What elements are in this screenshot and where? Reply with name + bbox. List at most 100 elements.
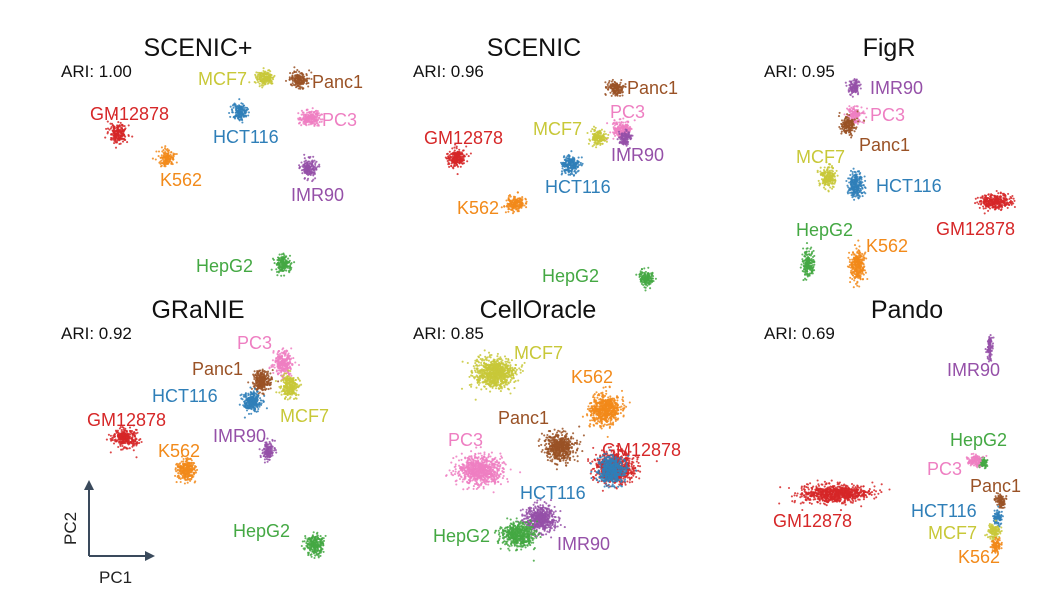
data-point bbox=[621, 94, 624, 97]
data-point bbox=[812, 265, 815, 268]
data-point bbox=[579, 163, 582, 166]
data-point bbox=[590, 130, 593, 133]
data-point bbox=[862, 254, 865, 257]
data-point bbox=[1002, 197, 1006, 200]
data-point bbox=[285, 349, 288, 352]
data-point bbox=[990, 202, 993, 205]
data-point bbox=[1013, 205, 1016, 209]
data-point bbox=[459, 157, 462, 160]
data-point bbox=[270, 268, 273, 271]
data-point bbox=[844, 125, 847, 128]
data-point bbox=[622, 85, 625, 88]
data-point bbox=[268, 75, 271, 78]
data-point bbox=[453, 149, 456, 152]
data-point bbox=[858, 81, 861, 84]
data-point bbox=[600, 128, 603, 131]
data-point bbox=[609, 91, 612, 94]
data-point bbox=[608, 86, 611, 89]
data-point bbox=[446, 159, 449, 163]
data-point bbox=[840, 130, 843, 133]
cluster-label: PC3 bbox=[610, 102, 645, 122]
data-point bbox=[310, 163, 313, 166]
data-point bbox=[312, 118, 315, 122]
cluster-hepg2 bbox=[270, 252, 296, 277]
data-point bbox=[119, 121, 122, 124]
data-point bbox=[605, 140, 608, 143]
data-point bbox=[563, 169, 566, 172]
data-point bbox=[275, 360, 278, 363]
data-point bbox=[119, 142, 122, 145]
data-point bbox=[612, 127, 615, 130]
data-point bbox=[303, 160, 306, 163]
data-point bbox=[310, 170, 313, 173]
data-point bbox=[299, 79, 302, 82]
data-point bbox=[270, 82, 273, 85]
data-point bbox=[620, 134, 623, 137]
data-point bbox=[244, 115, 248, 118]
data-point bbox=[1011, 194, 1014, 198]
data-point bbox=[297, 363, 301, 367]
data-point bbox=[603, 130, 606, 133]
data-point bbox=[862, 262, 865, 265]
data-point bbox=[840, 132, 843, 135]
data-point bbox=[114, 138, 117, 141]
data-point bbox=[242, 106, 245, 109]
data-point bbox=[292, 83, 295, 86]
data-point bbox=[306, 77, 309, 80]
data-point bbox=[845, 127, 848, 130]
data-point bbox=[856, 110, 859, 113]
data-point bbox=[308, 77, 311, 80]
data-point bbox=[301, 118, 304, 121]
data-point bbox=[993, 205, 997, 208]
data-point bbox=[281, 361, 284, 364]
data-point bbox=[982, 205, 985, 208]
data-point bbox=[170, 160, 173, 164]
data-point bbox=[302, 166, 305, 169]
data-point bbox=[852, 193, 855, 196]
data-point bbox=[850, 263, 853, 266]
data-point bbox=[803, 267, 806, 271]
data-point bbox=[512, 199, 515, 202]
data-point bbox=[301, 80, 304, 83]
data-point bbox=[256, 78, 259, 81]
panel-title: SCENIC bbox=[487, 34, 581, 62]
data-point bbox=[573, 170, 576, 173]
data-point bbox=[301, 111, 304, 114]
data-point bbox=[597, 133, 600, 137]
data-point bbox=[524, 202, 527, 205]
cluster-label: HepG2 bbox=[196, 256, 253, 276]
data-point bbox=[262, 69, 265, 73]
data-point bbox=[600, 136, 603, 139]
data-point bbox=[466, 160, 469, 163]
data-point bbox=[835, 169, 838, 172]
data-point bbox=[106, 132, 109, 135]
data-point bbox=[234, 114, 237, 117]
data-point bbox=[848, 251, 851, 254]
data-point bbox=[861, 195, 864, 198]
data-point bbox=[991, 199, 994, 202]
data-point bbox=[298, 70, 301, 73]
data-point bbox=[514, 197, 517, 201]
data-point bbox=[459, 165, 462, 168]
data-point bbox=[999, 209, 1003, 212]
data-point bbox=[604, 81, 607, 84]
data-point bbox=[287, 353, 290, 356]
data-point bbox=[586, 131, 589, 135]
data-point bbox=[515, 205, 519, 208]
data-point bbox=[858, 254, 861, 257]
data-point bbox=[314, 123, 317, 126]
cluster-label: PC3 bbox=[237, 333, 272, 353]
data-point bbox=[162, 149, 165, 152]
data-point bbox=[279, 261, 282, 264]
data-point bbox=[850, 180, 853, 183]
data-point bbox=[850, 191, 853, 194]
data-point bbox=[856, 271, 859, 274]
cluster-label: K562 bbox=[457, 198, 499, 218]
data-point bbox=[278, 263, 281, 266]
cluster-label: HCT116 bbox=[545, 177, 611, 197]
data-point bbox=[118, 124, 121, 127]
data-point bbox=[844, 81, 847, 84]
data-point bbox=[165, 160, 168, 163]
data-point bbox=[564, 163, 568, 166]
data-point bbox=[287, 257, 290, 260]
